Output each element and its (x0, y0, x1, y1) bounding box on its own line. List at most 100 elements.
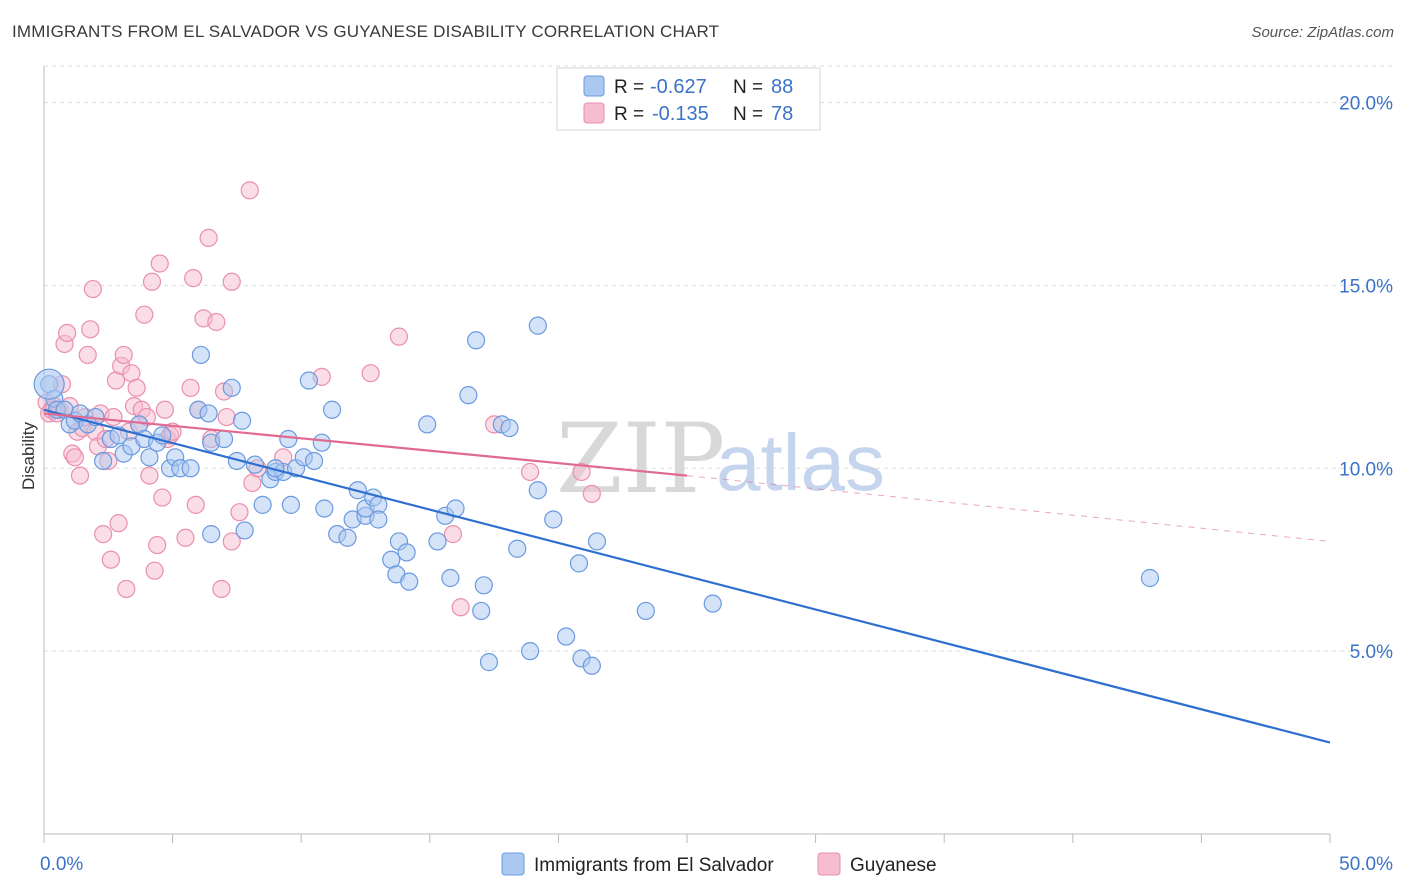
data-point-guyanese (443, 525, 463, 544)
data-point-el-salvador (521, 642, 540, 661)
data-point-el-salvador (500, 418, 519, 438)
data-point-guyanese (65, 448, 84, 467)
grid-lines (44, 65, 1392, 652)
data-point-guyanese (230, 503, 249, 522)
data-point-el-salvador (479, 653, 499, 672)
data-point-el-salvador (232, 411, 252, 430)
data-point-guyanese (207, 312, 226, 332)
trend-line-guyanese (43, 412, 688, 477)
y-tick-label: 5.0% (1350, 642, 1393, 663)
data-point-guyanese (148, 535, 167, 555)
data-point-guyanese (145, 561, 164, 580)
legend-n-value-2: 78 (771, 103, 793, 125)
data-point-el-salvador (703, 594, 722, 613)
data-point-el-salvador (528, 481, 547, 500)
data-point-guyanese (582, 484, 601, 503)
data-point-guyanese (150, 254, 169, 273)
bottom-legend-swatch-blue (501, 852, 525, 876)
data-point-el-salvador (304, 451, 324, 471)
data-point-el-salvador (508, 539, 527, 558)
data-point-el-salvador (199, 404, 218, 423)
data-point-el-salvador (544, 510, 563, 529)
data-point-guyanese (114, 345, 133, 365)
data-point-el-salvador (253, 495, 272, 514)
watermark: ZIP atlas (556, 403, 885, 515)
data-point-guyanese (83, 279, 102, 299)
legend-n-label-2: N = (733, 104, 763, 125)
data-point-el-salvador (428, 532, 447, 551)
data-point-el-salvador-cluster (33, 368, 65, 400)
data-point-el-salvador (312, 433, 331, 452)
y-tick-label: 10.0% (1339, 459, 1393, 480)
data-point-el-salvador (315, 499, 334, 518)
data-point-guyanese (142, 272, 162, 291)
y-tick-label: 20.0% (1339, 94, 1393, 115)
data-point-guyanese (78, 345, 97, 365)
y-tick-label: 15.0% (1339, 276, 1393, 297)
trend-line-guyanese-extended (686, 475, 1331, 542)
watermark-atlas: atlas (716, 418, 885, 507)
data-point-el-salvador (299, 371, 319, 390)
data-point-guyanese (58, 323, 77, 343)
legend-r-label-2: R = (614, 104, 644, 125)
data-point-guyanese (109, 514, 128, 533)
legend-n-label-1: N = (733, 77, 763, 98)
data-point-guyanese (389, 327, 409, 346)
data-point-el-salvador (569, 554, 589, 573)
data-point-el-salvador (397, 543, 416, 562)
chart-title: IMMIGRANTS FROM EL SALVADOR VS GUYANESE … (12, 22, 720, 41)
data-point-guyanese (70, 466, 90, 485)
data-point-el-salvador (400, 572, 419, 591)
data-point-el-salvador (140, 448, 159, 467)
data-point-el-salvador (466, 331, 486, 350)
data-point-el-salvador (202, 525, 221, 544)
data-point-guyanese (199, 228, 218, 247)
legend-r-label-1: R = (614, 77, 644, 98)
data-point-el-salvador (181, 459, 200, 478)
data-point-guyanese (104, 407, 123, 427)
legend-swatch-pink (583, 102, 605, 124)
data-point-guyanese (101, 550, 120, 569)
data-point-el-salvador (214, 429, 234, 449)
data-point-guyanese (222, 532, 241, 551)
y-tick-labels: 5.0% 10.0% 15.0% 20.0% (1339, 94, 1393, 664)
data-point-el-salvador (338, 528, 357, 547)
data-point-el-salvador (322, 400, 342, 419)
data-point-guyanese (94, 525, 113, 544)
data-point-el-salvador (474, 576, 493, 595)
data-point-el-salvador (472, 601, 491, 621)
data-point-el-salvador (281, 495, 301, 514)
trend-line-el-salvador (43, 408, 1331, 744)
data-point-guyanese (184, 269, 203, 288)
legend-r-value-2: -0.135 (652, 103, 709, 125)
data-point-guyanese (140, 466, 159, 485)
data-point-el-salvador (459, 386, 478, 405)
data-point-guyanese (451, 598, 470, 617)
data-point-guyanese (217, 407, 236, 427)
source-label: Source: ZipAtlas.com (1251, 24, 1394, 41)
data-point-el-salvador (636, 601, 655, 621)
legend-r-value-1: -0.627 (650, 76, 707, 98)
trend-lines (43, 408, 1331, 744)
data-point-el-salvador (1140, 568, 1160, 588)
series-legend: Immigrants from El Salvador Guyanese (501, 852, 937, 876)
bottom-legend-swatch-pink (817, 852, 841, 876)
data-point-el-salvador (279, 429, 298, 449)
x-tick-label-max: 50.0% (1339, 854, 1393, 875)
data-point-el-salvador (222, 378, 241, 397)
data-point-guyanese (153, 488, 172, 507)
data-point-guyanese (127, 378, 146, 397)
data-point-el-salvador (94, 451, 113, 471)
data-point-el-salvador (235, 521, 254, 540)
data-point-guyanese (240, 181, 259, 200)
data-point-guyanese (135, 305, 154, 324)
data-point-guyanese (222, 272, 241, 291)
data-point-guyanese (212, 579, 231, 599)
data-point-el-salvador (582, 656, 601, 675)
x-tick-label-min: 0.0% (40, 854, 83, 875)
y-axis-title: Disability (19, 421, 38, 490)
data-point-el-salvador (557, 627, 576, 646)
data-point-guyanese (81, 320, 100, 339)
data-point-guyanese (186, 495, 205, 514)
data-point-el-salvador (418, 415, 437, 434)
